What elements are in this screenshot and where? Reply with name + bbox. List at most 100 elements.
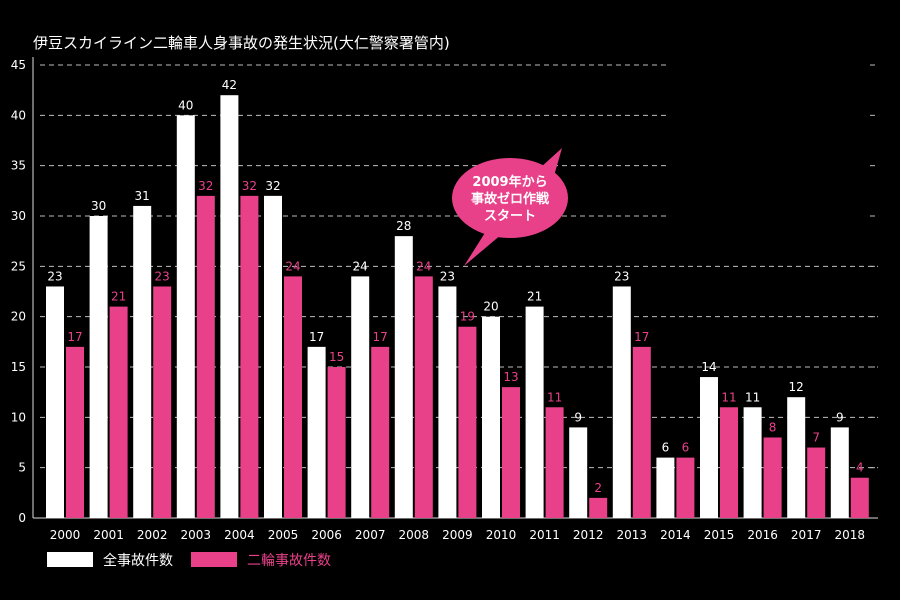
data-label-moto: 17: [67, 330, 82, 344]
bar-moto: [327, 367, 346, 518]
bar-total: [830, 427, 849, 518]
data-label-total: 31: [135, 189, 150, 203]
legend: 全事故件数 二輪事故件数: [47, 552, 331, 569]
bar-total: [394, 236, 413, 518]
bar-total: [307, 346, 326, 518]
bar-moto: [240, 195, 259, 518]
x-tick-label: 2013: [617, 528, 648, 542]
data-label-moto: 4: [856, 461, 864, 475]
data-label-moto: 2: [594, 481, 602, 495]
data-label-moto: 17: [373, 330, 388, 344]
x-axis: 2000 2001 2002 2003 2004 2005 2006 2007 2008 2009…: [50, 528, 865, 542]
data-label-moto: 19: [460, 310, 475, 324]
x-tick-label: 2015: [704, 528, 735, 542]
data-label-moto: 7: [812, 431, 820, 445]
bar-total: [176, 115, 195, 518]
data-label-total: 30: [91, 199, 106, 213]
data-label-total: 21: [527, 290, 542, 304]
data-label-moto: 11: [547, 390, 562, 404]
bar-total: [612, 286, 631, 518]
x-tick-label: 2011: [529, 528, 560, 542]
bar-moto: [196, 195, 215, 518]
x-tick-label: 2000: [50, 528, 81, 542]
bar-moto: [66, 346, 84, 518]
bar-total: [787, 397, 806, 518]
bar-total: [482, 316, 500, 518]
data-label-moto: 21: [111, 290, 126, 304]
data-label-moto: 24: [285, 259, 300, 273]
data-label-total: 23: [47, 269, 62, 283]
x-tick-label: 2016: [747, 528, 778, 542]
y-tick-label: 5: [18, 461, 26, 475]
legend-label-total: 全事故件数: [103, 552, 173, 569]
data-label-total: 40: [178, 98, 193, 112]
bar-moto: [720, 407, 738, 518]
data-label-moto: 23: [155, 269, 170, 283]
data-label-moto: 32: [198, 179, 213, 193]
bar-moto: [458, 326, 477, 518]
data-label-moto: 15: [329, 350, 344, 364]
bar-moto: [502, 387, 520, 518]
x-tick-label: 2005: [268, 528, 299, 542]
legend-swatch-total: [47, 552, 93, 567]
x-tick-label: 2014: [660, 528, 691, 542]
x-tick-label: 2007: [355, 528, 386, 542]
data-label-moto: 32: [242, 179, 257, 193]
data-label-moto: 24: [416, 259, 431, 273]
data-label-total: 11: [745, 390, 760, 404]
data-label-total: 12: [789, 380, 804, 394]
data-label-moto: 6: [682, 441, 690, 455]
bar-total: [569, 427, 588, 518]
y-tick-label: 45: [11, 58, 26, 72]
y-tick-label: 25: [11, 259, 26, 273]
data-label-total: 23: [440, 269, 455, 283]
callout-text-line: 事故ゼロ作戦: [471, 191, 550, 207]
callout-text-line: 2009年から: [472, 174, 547, 190]
bar-total: [133, 205, 152, 518]
data-label-total: 28: [396, 219, 411, 233]
x-tick-label: 2002: [137, 528, 168, 542]
data-label-total: 42: [222, 78, 237, 92]
bar-moto: [109, 306, 128, 518]
bar-total: [46, 286, 64, 518]
data-label-moto: 13: [503, 370, 518, 384]
bar-moto: [763, 437, 782, 518]
data-label-total: 17: [309, 330, 324, 344]
x-tick-label: 2001: [93, 528, 124, 542]
data-label-total: 6: [662, 441, 670, 455]
callout-tail: [464, 228, 502, 266]
y-tick-label: 35: [11, 159, 26, 173]
legend-label-moto: 二輪事故件数: [247, 552, 331, 569]
bar-moto: [632, 346, 651, 518]
data-label-moto: 11: [721, 390, 736, 404]
y-tick-label: 0: [18, 511, 26, 525]
x-tick-label: 2012: [573, 528, 604, 542]
chart-title: 伊豆スカイライン二輪車人身事故の発生状況(大仁警察署管内): [33, 34, 450, 52]
data-label-total: 32: [265, 179, 280, 193]
bar-total: [351, 276, 370, 518]
x-tick-label: 2008: [399, 528, 430, 542]
data-label-total: 20: [483, 300, 498, 314]
data-label-moto: 8: [769, 420, 777, 434]
data-label-total: 23: [614, 269, 629, 283]
bar-total: [220, 95, 239, 518]
bar-moto: [850, 477, 869, 518]
legend-swatch-moto: [191, 552, 237, 567]
callout-text-line: スタート: [484, 209, 536, 224]
bar-total: [743, 407, 762, 518]
bar-total: [700, 377, 718, 518]
bar-moto: [414, 276, 433, 518]
bar-moto: [545, 407, 564, 518]
bar-moto: [589, 497, 608, 518]
callout-bubble: [452, 158, 568, 238]
x-tick-label: 2018: [835, 528, 866, 542]
x-tick-label: 2006: [311, 528, 342, 542]
bar-moto: [676, 457, 695, 518]
y-tick-label: 30: [11, 209, 26, 223]
data-label-total: 24: [353, 259, 368, 273]
data-label-total: 9: [574, 410, 582, 424]
x-tick-label: 2010: [486, 528, 517, 542]
